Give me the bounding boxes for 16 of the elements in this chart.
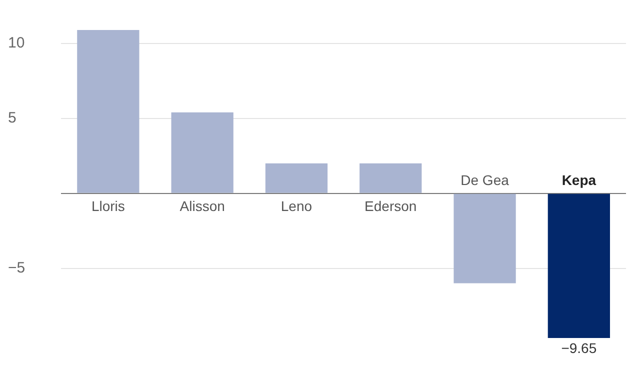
y-tick-label: 10 [8, 34, 25, 52]
x-tick-label: Alisson [180, 198, 225, 214]
y-tick-label: 5 [8, 110, 16, 127]
x-tick-label: De Gea [460, 172, 510, 188]
x-tick-label: Lloris [91, 198, 125, 214]
bar [360, 163, 422, 193]
bar [265, 163, 328, 193]
x-tick-label: Leno [280, 198, 312, 214]
bar [171, 112, 234, 193]
y-tick-label: −5 [8, 259, 26, 276]
x-tick-label: Ederson [364, 198, 417, 214]
bar [77, 30, 140, 193]
data-label: −9.65 [561, 340, 597, 356]
bar [454, 194, 516, 284]
x-tick-label: Kepa [562, 172, 596, 188]
bar [548, 194, 610, 338]
